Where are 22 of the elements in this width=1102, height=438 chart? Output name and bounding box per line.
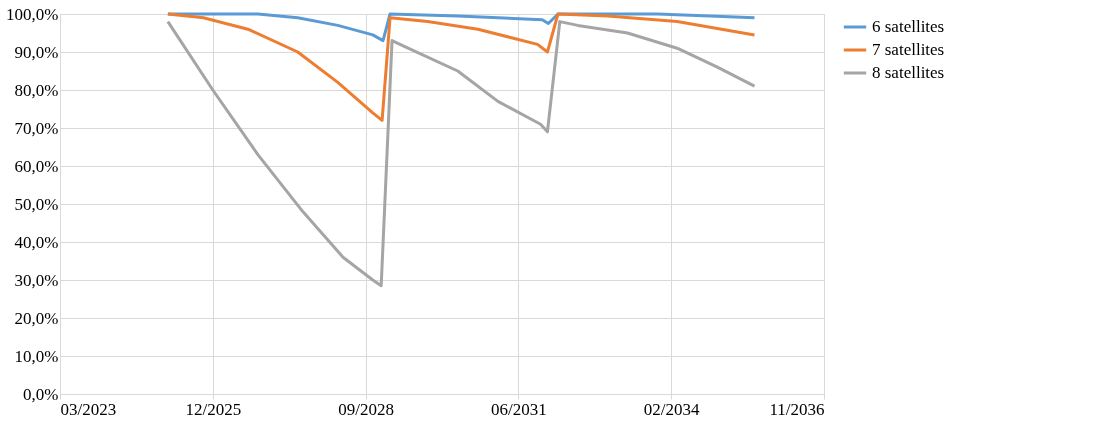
y-tick-label: 30,0% (14, 270, 59, 290)
y-tick-label: 0,0% (23, 384, 59, 404)
legend-label: 6 satellites (872, 17, 945, 36)
y-tick-label: 70,0% (14, 118, 59, 138)
x-tick-label: 09/2028 (338, 399, 394, 419)
line-series (166, 12, 756, 122)
x-tick-label: 11/2036 (769, 399, 825, 419)
line-series (166, 20, 756, 288)
y-tick-label: 60,0% (14, 156, 59, 176)
legend-label: 8 satellites (872, 63, 945, 82)
y-tick-label: 90,0% (14, 42, 59, 62)
y-tick-label: 10,0% (14, 346, 59, 366)
y-tick-label: 40,0% (14, 232, 59, 252)
x-tick-label: 12/2025 (185, 399, 242, 419)
x-tick-label: 03/2023 (60, 399, 117, 419)
y-tick-label: 50,0% (14, 194, 59, 214)
y-tick-label: 100,0% (6, 4, 59, 24)
legend-label: 7 satellites (872, 40, 945, 59)
y-tick-label: 80,0% (14, 80, 59, 100)
y-tick-label: 20,0% (14, 308, 59, 328)
x-tick-label: 06/2031 (491, 399, 547, 419)
x-tick-label: 02/2034 (643, 399, 701, 419)
